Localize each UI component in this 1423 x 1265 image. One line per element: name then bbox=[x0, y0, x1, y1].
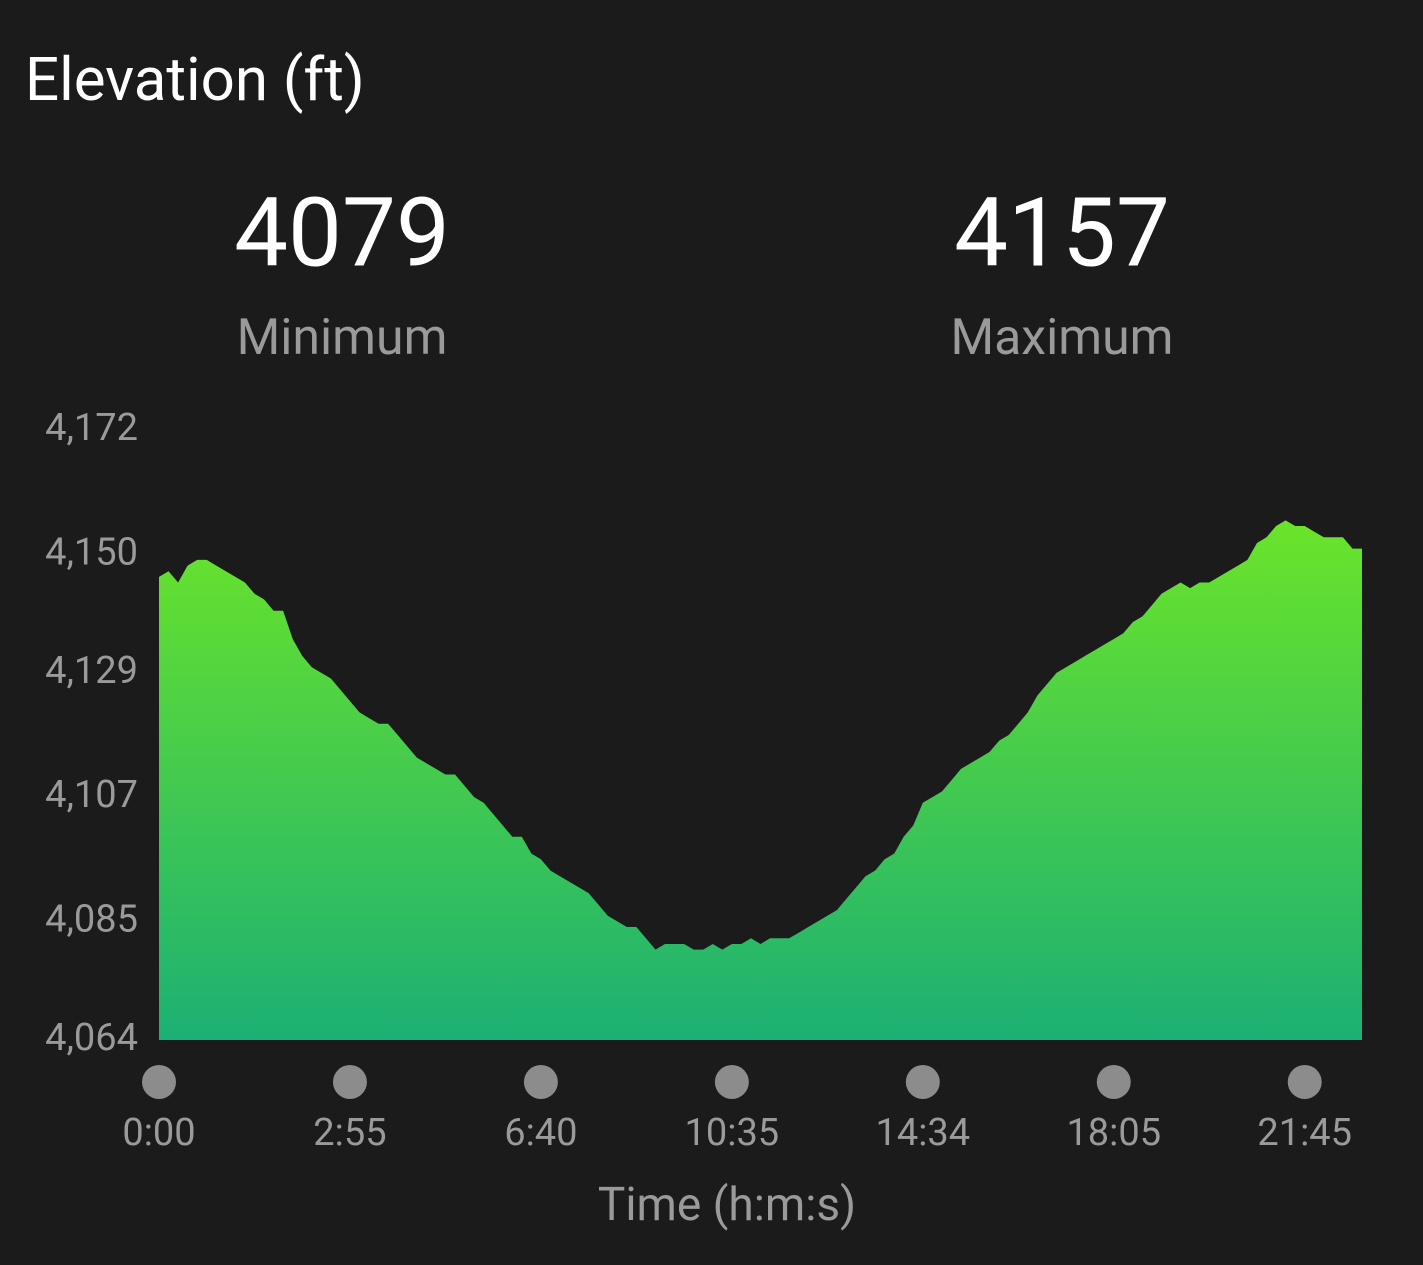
x-tick-label: 18:05 bbox=[1066, 1111, 1161, 1155]
x-tick-label: 6:40 bbox=[504, 1111, 577, 1155]
y-tick-label: 4,085 bbox=[45, 897, 138, 941]
stat-value: 4157 bbox=[954, 177, 1170, 289]
x-axis-title: Time (h:m:s) bbox=[598, 1178, 856, 1232]
y-tick-label: 4,107 bbox=[45, 773, 138, 817]
stat-label: Maximum bbox=[950, 309, 1173, 367]
x-tick-label: 10:35 bbox=[685, 1111, 780, 1155]
chart-title: Elevation (ft) bbox=[25, 44, 365, 115]
x-tick-label: 0:00 bbox=[122, 1111, 195, 1155]
y-tick-label: 4,129 bbox=[45, 649, 138, 693]
x-tick-label: 2:55 bbox=[313, 1111, 386, 1155]
x-tick-dot bbox=[1096, 1065, 1131, 1099]
y-tick-label: 4,172 bbox=[45, 406, 138, 450]
stat-value: 4079 bbox=[234, 177, 450, 289]
x-tick-label: 21:45 bbox=[1257, 1111, 1352, 1155]
x-tick-label: 14:34 bbox=[875, 1111, 970, 1155]
y-tick-label: 4,064 bbox=[45, 1016, 138, 1060]
y-tick-label: 4,150 bbox=[45, 530, 138, 574]
stat-label: Minimum bbox=[237, 309, 448, 367]
x-tick-dot bbox=[142, 1065, 176, 1099]
x-tick-dot bbox=[1287, 1065, 1322, 1099]
elevation-area bbox=[159, 520, 1362, 1040]
x-tick-dot bbox=[332, 1065, 367, 1099]
x-tick-dot bbox=[714, 1065, 749, 1099]
x-tick-dot bbox=[905, 1065, 940, 1099]
x-tick-dot bbox=[523, 1065, 558, 1099]
